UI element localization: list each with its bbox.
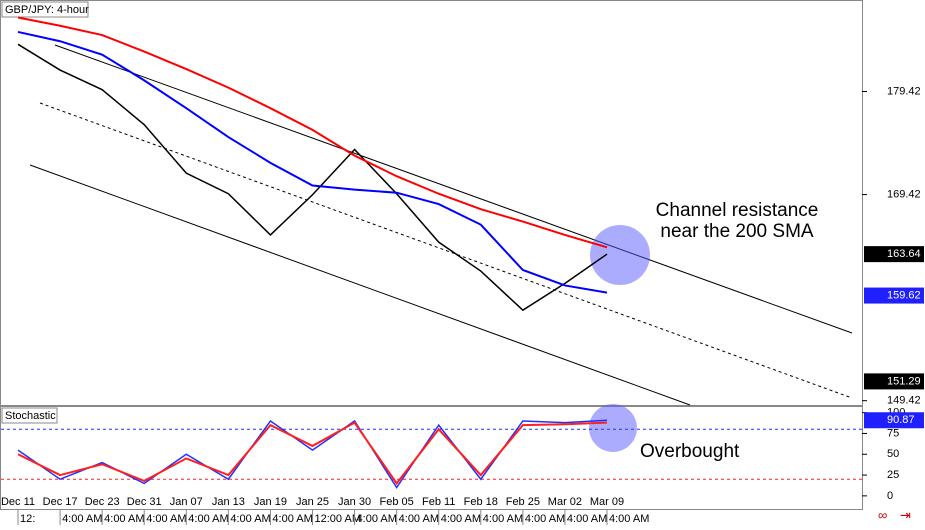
x-sublabel: 4:00 AM <box>483 513 523 525</box>
highlight-circle <box>589 404 637 452</box>
panel-title: Stochastic <box>5 410 56 422</box>
x-sublabel: 4:00 AM <box>525 513 565 525</box>
price-marker-label: 163.64 <box>887 248 921 260</box>
x-sublabel: 4:00 AM <box>272 513 312 525</box>
stoch-panel <box>0 406 863 510</box>
title-box <box>1 407 58 424</box>
x-tick-label: Mar 02 <box>548 496 582 508</box>
price-marker <box>864 373 924 390</box>
x-sublabel: 12:00 AM <box>315 513 361 525</box>
x-sublabel: 4:00 AM <box>62 513 102 525</box>
annotation: Overbought <box>640 441 740 462</box>
x-sublabel: 4:00 AM <box>188 513 228 525</box>
x-tick-label: Dec 31 <box>127 496 162 508</box>
y-tick-label: 75 <box>887 427 899 439</box>
series-line <box>17 421 608 486</box>
channel-lower <box>29 164 691 406</box>
annotation: Channel resistance <box>656 200 819 221</box>
y-tick-label: 179.42 <box>887 85 921 97</box>
series-line <box>17 43 608 312</box>
y-tick-label: 169.42 <box>887 188 921 200</box>
x-tick-label: Feb 25 <box>506 496 540 508</box>
x-sublabel: 4:00 AM <box>399 513 439 525</box>
x-tick-label: Dec 17 <box>43 496 78 508</box>
chart-title: GBP/JPY: 4-hour <box>5 4 89 16</box>
y-tick-label: 149.42 <box>887 395 921 407</box>
x-tick-label: Feb 18 <box>464 496 498 508</box>
highlight-circle <box>590 225 650 285</box>
x-tick-label: Feb 05 <box>380 496 414 508</box>
x-sublabel: 4:00 AM <box>146 513 186 525</box>
x-tick-label: Mar 09 <box>590 496 624 508</box>
x-tick-label: Jan 19 <box>254 496 287 508</box>
price-marker-label: 151.29 <box>887 375 921 387</box>
x-tick-label: Jan 13 <box>212 496 245 508</box>
x-tick-label: Feb 11 <box>422 496 455 508</box>
y-tick-label: 50 <box>887 448 899 460</box>
channel-upper <box>54 44 853 334</box>
price-marker-label: 90.87 <box>887 414 915 426</box>
x-tick-label: Jan 07 <box>170 496 203 508</box>
y-tick-label: 0 <box>887 490 893 502</box>
price-marker <box>864 412 924 429</box>
x-tick-label: Jan 25 <box>296 496 329 508</box>
title-box <box>1 1 89 18</box>
x-sublabel: 12: <box>20 513 35 525</box>
series-line <box>17 30 608 294</box>
x-sublabel: 4:00 AM <box>357 513 397 525</box>
x-tick-label: Jan 30 <box>338 496 371 508</box>
y-tick-label: 25 <box>887 469 899 481</box>
x-sublabel: 4:00 AM <box>230 513 270 525</box>
price-marker-label: 159.62 <box>887 289 921 301</box>
x-sublabel: 4:00 AM <box>441 513 481 525</box>
price-marker <box>864 287 924 304</box>
main-panel <box>0 0 863 406</box>
series-line <box>17 16 608 249</box>
icon[interactable]: ∞ <box>878 507 887 522</box>
annotation: near the 200 SMA <box>660 221 813 242</box>
x-sublabel: 4:00 AM <box>609 513 649 525</box>
x-tick-label: Dec 23 <box>85 496 120 508</box>
icon[interactable]: ⇥ <box>900 507 911 522</box>
x-sublabel: 4:00 AM <box>567 513 607 525</box>
x-sublabel: 4:00 AM <box>104 513 144 525</box>
x-tick-label: Dec 11 <box>1 496 35 508</box>
price-marker <box>864 246 924 263</box>
